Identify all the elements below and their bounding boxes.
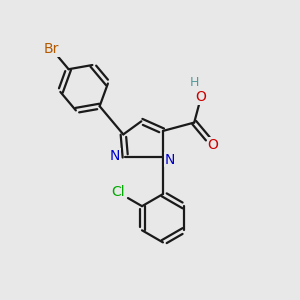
Text: Br: Br (44, 42, 59, 56)
Text: O: O (208, 138, 219, 152)
Text: Cl: Cl (112, 185, 125, 200)
Text: N: N (110, 149, 120, 163)
Text: O: O (196, 90, 206, 104)
Text: H: H (190, 76, 199, 89)
Text: N: N (164, 153, 175, 166)
